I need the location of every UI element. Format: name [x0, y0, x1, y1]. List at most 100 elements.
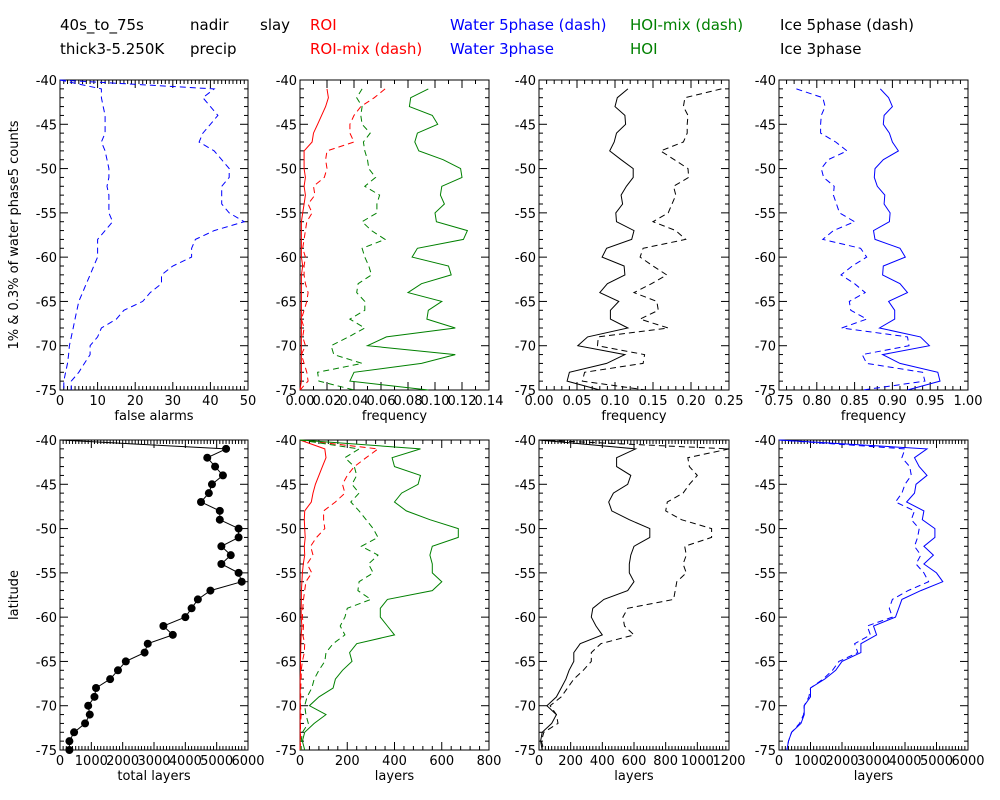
panel-ice-layers: -40 -45 -50 -55 -60 -65 -70 -750 200 400 600 800 100… [515, 434, 746, 784]
series-line-roi [299, 88, 329, 391]
series-line-ice-3phase [538, 439, 651, 751]
y-tick-label: -40 [36, 434, 57, 449]
data-point [197, 498, 205, 506]
x-tick-label: 400 [382, 754, 407, 769]
plot-frame [59, 79, 249, 391]
header-text-thick: thick3-5.250K [60, 40, 165, 58]
legend-hoi: HOI [630, 40, 658, 58]
data-point [159, 622, 168, 630]
data-point [193, 595, 202, 604]
y-tick-label: -50 [276, 523, 297, 538]
y-tick-label: -60 [755, 611, 776, 626]
y-tick-label: -40 [755, 434, 776, 449]
y-tick-label: -70 [755, 340, 776, 355]
y-tick-label: -70 [755, 700, 776, 715]
series-line-hoi-mix [299, 439, 379, 750]
y-tick-label: -60 [515, 611, 536, 626]
y-tick-label: -40 [515, 74, 536, 89]
data-point [84, 701, 93, 710]
y-axis-label: latitude [7, 570, 22, 620]
y-tick-label: -60 [755, 251, 776, 266]
y-tick-label: -70 [515, 340, 536, 355]
y-tick-label: -60 [276, 611, 297, 626]
x-tick-label: 2000 [825, 754, 858, 769]
series-line-roi-mix [299, 439, 380, 751]
x-tick-label: 30 [165, 394, 182, 409]
x-tick-label: 0.04 [340, 394, 369, 409]
x-tick-label: 0.85 [840, 394, 869, 409]
data-point [203, 453, 212, 462]
x-tick-label: 200 [335, 754, 360, 769]
x-axis-label: false alarms [114, 409, 193, 424]
x-tick-label: 5000 [200, 754, 233, 769]
y-tick-label: -50 [36, 163, 57, 178]
x-tick-label: 600 [622, 754, 647, 769]
data-point [211, 462, 220, 471]
data-point [168, 630, 177, 639]
y-tick-label: -40 [276, 434, 297, 449]
y-tick-label: -75 [276, 744, 297, 759]
x-tick-label: 0 [535, 754, 543, 769]
y-tick-label: -75 [36, 384, 57, 399]
x-tick-label: 1.00 [954, 394, 983, 409]
series-line-hoi [349, 88, 469, 391]
y-tick-label: -65 [36, 295, 57, 310]
x-tick-label: 0.00 [286, 394, 315, 409]
data-point [234, 568, 243, 577]
y-tick-label: -65 [276, 295, 297, 310]
data-point [215, 515, 224, 524]
data-point [237, 577, 246, 586]
x-tick-label: 3000 [137, 754, 170, 769]
plot-frame [299, 439, 490, 751]
y-tick-label: -75 [755, 384, 776, 399]
data-point [70, 728, 79, 737]
panel-roi-hoi-layers: -40 -45 -50 -55 -60 -65 -70 -750 200 400 600 800 lay… [276, 434, 502, 784]
x-tick-label: 4000 [888, 754, 921, 769]
x-tick-label: 6000 [951, 754, 984, 769]
y-tick-label: -55 [515, 207, 536, 222]
header-text-precip: precip [190, 40, 237, 58]
data-point [121, 657, 130, 666]
y-tick-label: -50 [755, 523, 776, 538]
y-tick-label: -55 [755, 207, 776, 222]
x-axis-label: layers [854, 769, 894, 784]
y-tick-label: -75 [276, 384, 297, 399]
y-tick-label: -70 [276, 340, 297, 355]
y-tick-label: -40 [755, 74, 776, 89]
data-point [204, 489, 213, 498]
x-tick-label: 0 [56, 394, 64, 409]
x-tick-label: 50 [240, 394, 257, 409]
series-line-water-5phase [796, 88, 926, 391]
x-tick-label: 0.08 [394, 394, 423, 409]
series-line-ice-3phase [566, 88, 635, 391]
series-line-ice-5phase [581, 88, 722, 391]
x-tick-label: 1200 [712, 754, 745, 769]
x-axis-label: layers [375, 769, 415, 784]
x-tick-label: 6000 [231, 754, 264, 769]
panel-false-alarms: -40 -45 -50 -55 -60 -65 -70 -750 10 20 30 40 50 false… [7, 74, 256, 424]
y-tick-label: -45 [755, 478, 776, 493]
data-point [222, 444, 231, 453]
x-tick-label: 0.75 [765, 394, 794, 409]
x-axis-label: frequency [362, 409, 428, 424]
x-tick-label: 0 [775, 754, 783, 769]
data-point [65, 737, 74, 746]
y-tick-label: -45 [276, 118, 297, 133]
series-line-roi-mix [299, 88, 386, 391]
legend-water-3phase: Water 3phase [450, 40, 554, 58]
plot-frame [538, 79, 730, 391]
data-point [143, 639, 152, 648]
x-tick-label: 0.05 [563, 394, 592, 409]
x-tick-label: 0.10 [421, 394, 450, 409]
x-axis-label: frequency [841, 409, 907, 424]
x-tick-label: 40 [202, 394, 219, 409]
x-tick-label: 800 [653, 754, 678, 769]
y-tick-label: -50 [515, 163, 536, 178]
x-tick-label: 0.10 [601, 394, 630, 409]
x-axis-label: total layers [117, 769, 190, 784]
x-tick-label: 0.06 [367, 394, 396, 409]
panel-water-layers: -40 -45 -50 -55 -60 -65 -70 -750 100020003000400… [755, 434, 985, 784]
series-line-0-3-water-phase5 [59, 79, 246, 390]
x-tick-label: 0.25 [715, 394, 744, 409]
data-point [65, 746, 74, 754]
